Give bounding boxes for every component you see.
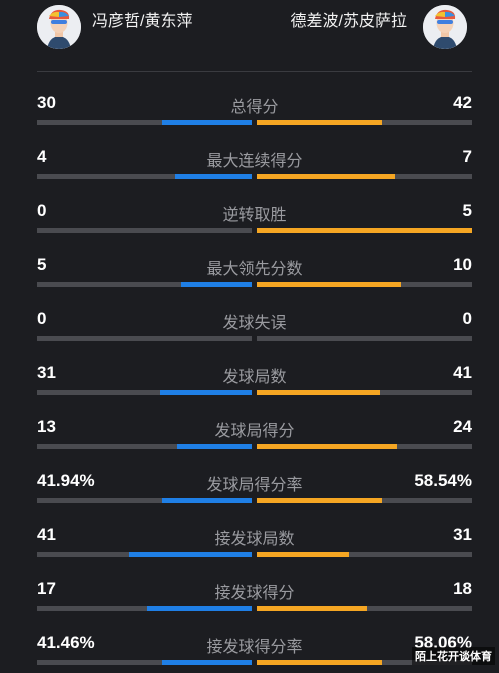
right-bar-track [257,390,472,395]
right-value: 7 [462,147,472,166]
right-value: 0 [462,309,472,328]
stat-row-max-streak: 4 最大连续得分 7 [37,147,472,187]
right-bar-fill [257,174,395,179]
match-header: 冯彦哲/黄东萍 德差波/苏皮萨拉 [0,0,499,72]
right-bar-fill [257,606,367,611]
right-bar-fill [257,390,380,395]
right-bar-track [257,660,472,665]
stat-row-comeback-wins: 0 逆转取胜 5 [37,201,472,241]
stat-label: 发球失误 [222,315,287,332]
stat-row-serve-points: 13 发球局得分 24 [37,417,472,457]
right-value: 5 [462,201,472,220]
stat-row-serve-point-rate: 41.94% 发球局得分率 58.54% [37,471,472,511]
left-bar-fill [181,282,252,287]
right-bar-track [257,444,472,449]
right-bar-fill [257,498,382,503]
left-bar-fill [146,606,252,611]
left-value: 30 [37,93,56,112]
left-bar-fill [174,174,252,179]
avatar-icon [37,5,81,49]
right-value: 10 [453,255,472,274]
stat-row-receive-rallies: 41 接发球局数 31 [37,525,472,565]
left-team-avatar[interactable] [37,5,81,49]
right-bar-track [257,282,472,287]
left-bar-track [37,174,252,179]
left-bar-fill [161,498,252,503]
right-bar-fill [257,228,472,233]
right-value: 24 [453,417,472,436]
stat-label: 接发球局数 [214,531,295,548]
right-team-avatar[interactable] [423,5,467,49]
stat-label: 接发球得分率 [206,639,303,656]
left-bar-track [37,336,252,341]
left-value: 17 [37,579,56,598]
right-bar-track [257,552,472,557]
stat-label: 接发球得分 [214,585,295,602]
right-bar-track [257,336,472,341]
left-bar-track [37,282,252,287]
left-value: 41.46% [37,633,95,652]
right-bar-track [257,120,472,125]
stat-row-max-lead: 5 最大领先分数 10 [37,255,472,295]
right-bar-track [257,174,472,179]
left-value: 41 [37,525,56,544]
left-bar-track [37,390,252,395]
right-bar-track [257,498,472,503]
left-value: 0 [37,309,47,328]
right-value: 41 [453,363,472,382]
stat-row-serve-faults: 0 发球失误 0 [37,309,472,349]
stat-row-total-points: 30 总得分 42 [37,93,472,133]
right-bar-track [257,606,472,611]
right-value: 58.54% [414,471,472,490]
left-bar-fill [161,660,252,665]
left-value: 0 [37,201,47,220]
left-bar-fill [129,552,252,557]
stat-label: 发球局得分 [214,423,295,440]
left-bar-track [37,552,252,557]
stat-label: 发球局得分率 [206,477,303,494]
stat-label: 最大连续得分 [206,153,303,170]
header-divider [37,71,472,72]
stat-label: 总得分 [230,99,279,116]
left-value: 5 [37,255,47,274]
right-team-name: 德差波/苏皮萨拉 [290,13,407,30]
stat-row-serve-rallies: 31 发球局数 41 [37,363,472,403]
right-value: 18 [453,579,472,598]
right-bar-fill [257,552,350,557]
left-bar-fill [159,390,252,395]
left-value: 4 [37,147,47,166]
stat-label: 发球局数 [222,369,287,386]
right-value: 42 [453,93,472,112]
left-value: 31 [37,363,56,382]
stat-label: 最大领先分数 [206,261,303,278]
left-bar-track [37,120,252,125]
left-value: 13 [37,417,56,436]
right-bar-fill [257,282,402,287]
left-bar-fill [161,120,252,125]
right-bar-fill [257,120,382,125]
right-value: 31 [453,525,472,544]
right-bar-fill [257,660,382,665]
stat-row-receive-point-rate: 41.46% 接发球得分率 58.06% [37,633,472,673]
left-bar-track [37,444,252,449]
watermark: 陌上花开谈体育 [412,647,495,665]
stat-label: 逆转取胜 [222,207,287,224]
left-bar-track [37,660,252,665]
right-bar-fill [257,444,397,449]
left-bar-track [37,606,252,611]
left-bar-track [37,228,252,233]
left-bar-fill [176,444,252,449]
stat-row-receive-points: 17 接发球得分 18 [37,579,472,619]
left-bar-track [37,498,252,503]
right-bar-track [257,228,472,233]
avatar-icon [423,5,467,49]
left-team-name: 冯彦哲/黄东萍 [92,13,193,30]
left-value: 41.94% [37,471,95,490]
